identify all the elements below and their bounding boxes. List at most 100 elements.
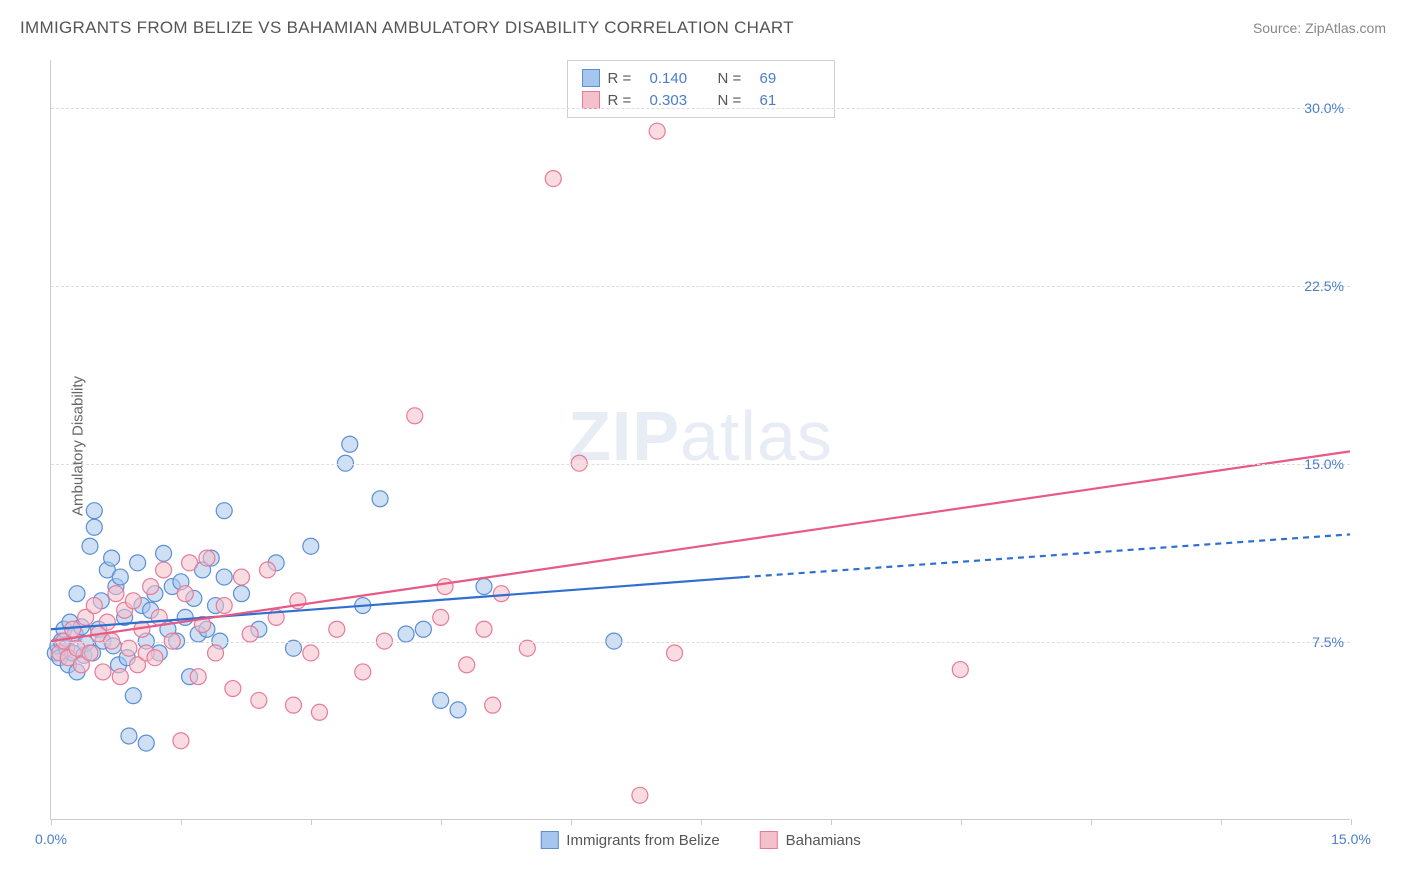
data-point: [476, 621, 492, 637]
xtick: [961, 819, 962, 825]
r-value-bahamians: 0.303: [650, 92, 710, 109]
xtick: [1091, 819, 1092, 825]
data-point: [199, 550, 215, 566]
data-point: [415, 621, 431, 637]
ytick-label: 22.5%: [1304, 278, 1344, 294]
data-point: [952, 662, 968, 678]
data-point: [156, 545, 172, 561]
data-point: [303, 645, 319, 661]
swatch-bahamians-icon: [760, 831, 778, 849]
data-point: [108, 586, 124, 602]
data-point: [173, 733, 189, 749]
data-point: [329, 621, 345, 637]
data-point: [545, 171, 561, 187]
data-point: [234, 569, 250, 585]
data-point: [130, 555, 146, 571]
data-point: [649, 123, 665, 139]
legend-label-belize: Immigrants from Belize: [566, 832, 719, 849]
data-point: [177, 586, 193, 602]
data-point: [225, 681, 241, 697]
data-point: [485, 697, 501, 713]
gridline-h: [51, 286, 1350, 287]
data-point: [407, 408, 423, 424]
data-point: [251, 692, 267, 708]
data-point: [121, 728, 137, 744]
data-point: [208, 645, 224, 661]
data-point: [311, 704, 327, 720]
xtick: [571, 819, 572, 825]
data-point: [138, 735, 154, 751]
data-point: [86, 598, 102, 614]
legend-label-bahamians: Bahamians: [786, 832, 861, 849]
xtick-label: 15.0%: [1331, 831, 1371, 847]
data-point: [493, 586, 509, 602]
regression-line: [51, 451, 1350, 641]
data-point: [476, 579, 492, 595]
xtick: [1351, 819, 1352, 825]
data-point: [216, 569, 232, 585]
r-value-belize: 0.140: [650, 70, 710, 87]
data-point: [190, 669, 206, 685]
data-point: [355, 664, 371, 680]
xtick: [181, 819, 182, 825]
legend-correlation: R = 0.140 N = 69 R = 0.303 N = 61: [567, 60, 835, 118]
data-point: [156, 562, 172, 578]
data-point: [303, 538, 319, 554]
data-point: [242, 626, 258, 642]
data-point: [99, 614, 115, 630]
data-point: [667, 645, 683, 661]
data-point: [95, 664, 111, 680]
data-point: [86, 503, 102, 519]
data-point: [104, 550, 120, 566]
data-point: [234, 586, 250, 602]
legend-item-bahamians: Bahamians: [760, 831, 861, 849]
xtick: [51, 819, 52, 825]
ytick-label: 7.5%: [1312, 634, 1344, 650]
xtick: [441, 819, 442, 825]
n-value-bahamians: 61: [760, 92, 820, 109]
gridline-h: [51, 108, 1350, 109]
gridline-h: [51, 642, 1350, 643]
data-point: [151, 609, 167, 625]
data-point: [216, 503, 232, 519]
legend-row-belize: R = 0.140 N = 69: [582, 67, 820, 89]
data-point: [450, 702, 466, 718]
swatch-belize: [582, 69, 600, 87]
source-attribution: Source: ZipAtlas.com: [1253, 20, 1386, 36]
data-point: [69, 586, 85, 602]
chart-title: IMMIGRANTS FROM BELIZE VS BAHAMIAN AMBUL…: [20, 18, 794, 38]
data-point: [82, 645, 98, 661]
xtick-label: 0.0%: [35, 831, 67, 847]
data-point: [632, 787, 648, 803]
xtick: [1221, 819, 1222, 825]
data-point: [125, 688, 141, 704]
data-point: [112, 669, 128, 685]
data-point: [216, 598, 232, 614]
swatch-belize-icon: [540, 831, 558, 849]
data-point: [433, 692, 449, 708]
data-point: [437, 579, 453, 595]
gridline-h: [51, 464, 1350, 465]
regression-line-extended: [744, 534, 1350, 577]
data-point: [147, 650, 163, 666]
legend-item-belize: Immigrants from Belize: [540, 831, 719, 849]
swatch-bahamians: [582, 91, 600, 109]
xtick: [701, 819, 702, 825]
data-point: [86, 519, 102, 535]
data-point: [260, 562, 276, 578]
title-bar: IMMIGRANTS FROM BELIZE VS BAHAMIAN AMBUL…: [20, 18, 1386, 38]
ytick-label: 15.0%: [1304, 456, 1344, 472]
data-point: [182, 555, 198, 571]
data-point: [65, 621, 81, 637]
data-point: [112, 569, 128, 585]
data-point: [398, 626, 414, 642]
data-point: [82, 538, 98, 554]
xtick: [311, 819, 312, 825]
legend-series: Immigrants from Belize Bahamians: [540, 831, 860, 849]
data-point: [342, 436, 358, 452]
plot-svg: [51, 60, 1350, 819]
data-point: [372, 491, 388, 507]
data-point: [143, 579, 159, 595]
data-point: [459, 657, 475, 673]
data-point: [285, 697, 301, 713]
